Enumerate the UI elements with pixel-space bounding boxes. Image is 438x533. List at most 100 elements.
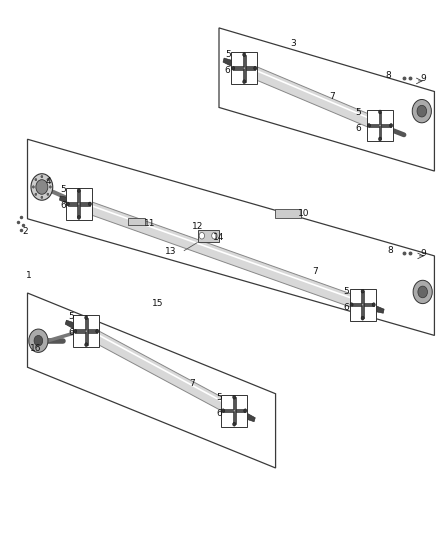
Circle shape xyxy=(47,179,49,181)
Bar xyxy=(233,67,255,70)
Circle shape xyxy=(372,303,375,306)
Circle shape xyxy=(35,193,37,196)
Circle shape xyxy=(361,316,364,320)
Circle shape xyxy=(378,137,381,141)
Bar xyxy=(231,52,257,84)
Circle shape xyxy=(379,124,381,127)
Circle shape xyxy=(362,303,364,306)
Text: 16: 16 xyxy=(30,344,41,353)
Text: 3: 3 xyxy=(290,39,296,49)
Circle shape xyxy=(243,80,246,84)
Polygon shape xyxy=(233,407,255,422)
Circle shape xyxy=(361,289,364,293)
Text: 14: 14 xyxy=(213,233,225,242)
Circle shape xyxy=(41,175,43,178)
Circle shape xyxy=(47,193,49,196)
Circle shape xyxy=(418,286,427,298)
Circle shape xyxy=(77,189,81,192)
Circle shape xyxy=(233,395,236,399)
Bar xyxy=(350,289,376,320)
Text: 6: 6 xyxy=(61,201,67,210)
Circle shape xyxy=(31,174,53,200)
Circle shape xyxy=(243,53,246,56)
Text: 5: 5 xyxy=(68,312,74,321)
Circle shape xyxy=(85,343,88,346)
Text: 5: 5 xyxy=(355,108,361,117)
Bar xyxy=(223,409,245,413)
Text: 13: 13 xyxy=(166,247,177,256)
Circle shape xyxy=(389,124,393,127)
Text: 6: 6 xyxy=(343,303,349,312)
Text: 6: 6 xyxy=(216,409,222,418)
Text: 7: 7 xyxy=(329,92,335,101)
Circle shape xyxy=(74,329,77,333)
Polygon shape xyxy=(223,58,245,72)
Circle shape xyxy=(199,232,205,239)
Text: 6: 6 xyxy=(68,328,74,337)
Bar xyxy=(73,316,99,347)
Circle shape xyxy=(49,186,51,188)
Circle shape xyxy=(233,409,235,412)
Circle shape xyxy=(417,106,427,117)
Bar xyxy=(369,124,391,127)
Bar xyxy=(352,303,374,306)
Circle shape xyxy=(77,215,81,220)
Polygon shape xyxy=(243,62,382,132)
Circle shape xyxy=(88,202,92,206)
Circle shape xyxy=(378,110,381,114)
Bar xyxy=(378,112,381,139)
Text: 12: 12 xyxy=(191,222,203,231)
Circle shape xyxy=(233,422,236,426)
Circle shape xyxy=(232,66,235,70)
Circle shape xyxy=(66,202,69,206)
Text: 5: 5 xyxy=(61,185,67,194)
Circle shape xyxy=(244,409,247,413)
Bar xyxy=(367,110,393,141)
Polygon shape xyxy=(362,301,384,313)
Circle shape xyxy=(413,280,432,304)
Bar xyxy=(361,291,364,318)
Text: 5: 5 xyxy=(216,393,222,402)
Circle shape xyxy=(36,180,48,194)
Circle shape xyxy=(212,232,217,239)
Polygon shape xyxy=(78,198,364,311)
Polygon shape xyxy=(60,196,80,208)
Text: 1: 1 xyxy=(25,271,31,280)
Text: 4: 4 xyxy=(46,177,51,186)
Bar xyxy=(78,190,80,217)
Text: 10: 10 xyxy=(298,209,310,218)
Text: 9: 9 xyxy=(420,74,427,83)
Circle shape xyxy=(412,100,431,123)
Text: 5: 5 xyxy=(343,287,349,296)
Bar xyxy=(66,188,92,220)
Circle shape xyxy=(96,329,99,333)
Circle shape xyxy=(85,330,87,333)
Bar xyxy=(275,209,301,217)
Circle shape xyxy=(29,329,48,352)
Circle shape xyxy=(367,124,371,127)
Bar xyxy=(243,55,246,82)
Circle shape xyxy=(41,196,43,198)
Text: 7: 7 xyxy=(189,378,195,387)
Text: 8: 8 xyxy=(387,246,393,255)
Circle shape xyxy=(85,316,88,320)
Circle shape xyxy=(222,409,225,413)
Text: 7: 7 xyxy=(312,268,318,276)
Circle shape xyxy=(254,66,257,70)
Circle shape xyxy=(34,335,42,346)
Polygon shape xyxy=(65,320,88,335)
Text: 2: 2 xyxy=(22,227,28,236)
Circle shape xyxy=(350,303,353,306)
Bar xyxy=(68,202,90,206)
Polygon shape xyxy=(84,325,237,417)
Text: 11: 11 xyxy=(144,219,155,228)
Text: 15: 15 xyxy=(152,299,164,308)
Bar xyxy=(221,395,247,426)
Text: 9: 9 xyxy=(420,249,427,258)
Text: 6: 6 xyxy=(355,124,361,133)
Text: 8: 8 xyxy=(386,71,392,80)
Bar xyxy=(85,318,88,345)
Circle shape xyxy=(243,67,245,69)
Text: 6: 6 xyxy=(225,66,230,75)
Text: 5: 5 xyxy=(225,50,230,59)
